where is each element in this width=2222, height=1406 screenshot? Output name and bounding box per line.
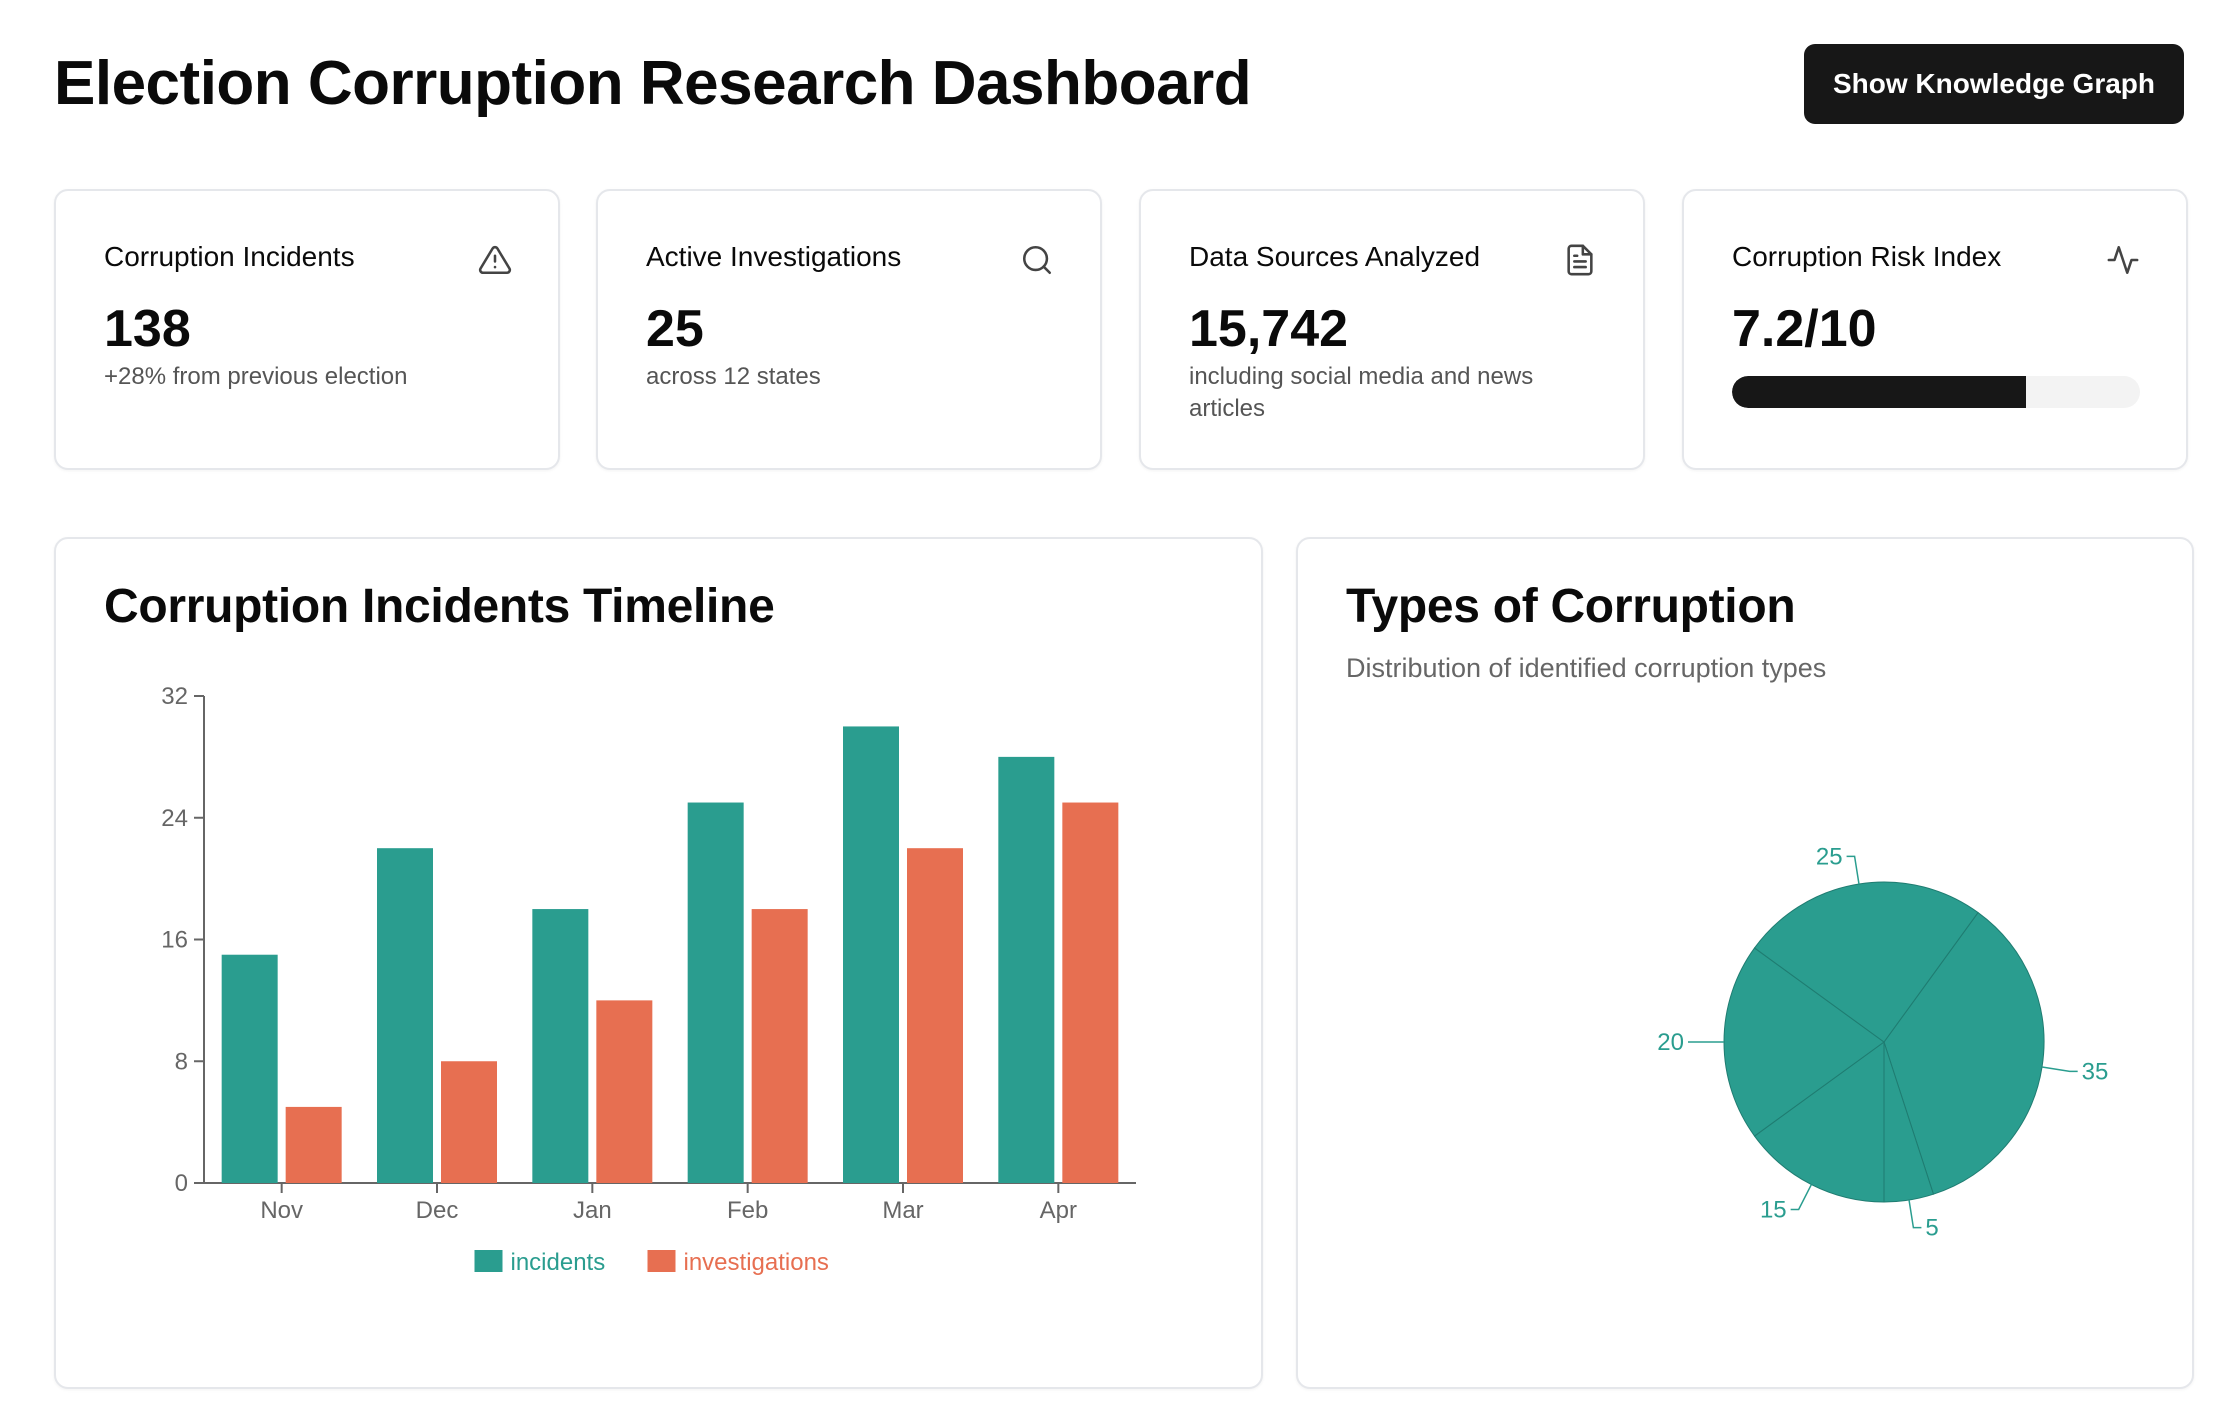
pie-slice-label: 35 [2082,1058,2109,1085]
types-description: Distribution of identified corruption ty… [1346,653,1827,683]
pie-label-leader [1908,1199,1922,1229]
x-tick-label: Dec [416,1197,459,1224]
pie-slice-label: 20 [1657,1029,1684,1056]
search-icon [1022,245,1052,275]
show-knowledge-graph-button[interactable]: Show Knowledge Graph [1804,44,2184,124]
types-pie-chart: 35 5 15 20 25 [1657,843,2109,1242]
risk-progress-fill [1732,376,2026,408]
stat-card-active-investigations: Active Investigations 25 across 12 state… [596,189,1102,470]
bar-incidents [843,726,899,1183]
timeline-title: Corruption Incidents Timeline [104,580,775,633]
stat-value: 138 [104,300,191,358]
bar-incidents [532,909,589,1183]
y-tick-label: 32 [161,683,188,710]
legend-swatch-investigations [647,1250,676,1272]
pie-label-leader [1846,855,1860,885]
x-tick-label: Jan [573,1197,612,1224]
bar-investigations [441,1061,497,1183]
risk-progress-bar [1732,376,2140,408]
stat-subtitle: +28% from previous election [104,363,408,390]
stat-value: 25 [646,300,704,358]
timeline-bar-chart: 0 8 16 24 32 Nov Dec Jan Feb Mar Apr incidents inves… [161,683,1136,1276]
pie-label-leader [2041,1066,2078,1073]
x-tick-label: Apr [1040,1197,1077,1224]
x-tick-label: Nov [260,1197,303,1224]
stat-card-corruption-incidents: Corruption Incidents 138 +28% from previ… [54,189,560,470]
pie-slice [1753,1041,1885,1203]
pie-slice-label: 15 [1760,1197,1787,1224]
legend-label-investigations: investigations [684,1249,829,1276]
legend-swatch-incidents [474,1250,503,1272]
x-tick-label: Feb [727,1197,768,1224]
stat-label: Corruption Incidents [104,241,355,272]
legend-label-incidents: incidents [511,1249,606,1276]
types-panel: Types of Corruption Distribution of iden… [1296,537,2194,1389]
file-text-icon [1567,244,1593,276]
y-tick-label: 0 [175,1170,188,1197]
stat-subtitle: including social media and news articles [1189,363,1534,422]
stat-card-data-sources: Data Sources Analyzed 15,742 including s… [1139,189,1645,470]
activity-icon [2107,245,2139,275]
stat-subtitle: across 12 states [646,363,821,390]
pie-slice-label: 5 [1925,1215,1938,1242]
stat-label: Data Sources Analyzed [1189,241,1481,272]
stat-value: 15,742 [1189,300,1349,358]
pie-label-leader [1790,1184,1813,1211]
pie-slice-label: 25 [1816,843,1843,870]
page-title: Election Corruption Research Dashboard [54,49,1252,118]
stat-label: Corruption Risk Index [1732,241,2002,272]
bar-investigations [907,848,963,1183]
y-tick-label: 16 [161,927,188,954]
bar-investigations [285,1106,342,1183]
y-tick-label: 8 [175,1048,188,1075]
stat-value: 7.2/10 [1732,300,1877,358]
bar-incidents [377,848,433,1183]
timeline-panel: Corruption Incidents Timeline 0 8 16 24 32 No… [54,537,1263,1389]
bar-incidents [998,756,1055,1183]
stat-label: Active Investigations [646,241,902,272]
bar-incidents [221,954,278,1183]
bar-investigations [751,909,808,1183]
bar-incidents [687,802,744,1183]
y-tick-label: 24 [161,805,188,832]
alert-triangle-icon [478,245,512,275]
stat-card-risk-index: Corruption Risk Index 7.2/10 [1682,189,2188,470]
bar-investigations [596,1000,653,1183]
types-title: Types of Corruption [1346,580,1796,633]
x-tick-label: Mar [882,1197,923,1224]
bar-investigations [1062,802,1119,1183]
